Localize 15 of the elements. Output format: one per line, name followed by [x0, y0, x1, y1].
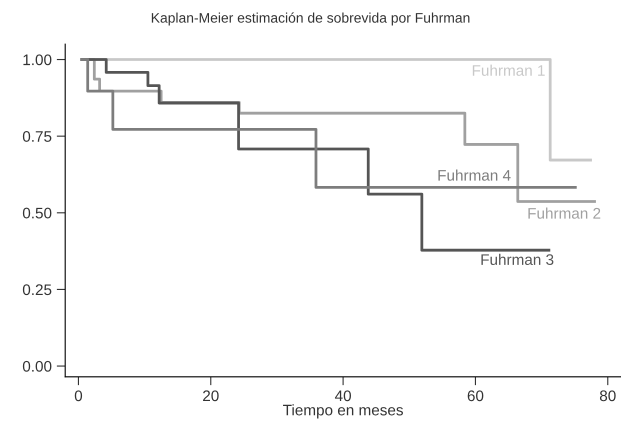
x-axis-title: Tiempo en meses: [283, 404, 403, 418]
x-tick-label: 20: [203, 390, 219, 402]
y-tick-label: 0.75: [22, 131, 52, 142]
x-tick-label: 60: [468, 390, 484, 402]
y-tick-label: 1.00: [23, 54, 52, 66]
x-tick-label: 0: [74, 390, 82, 402]
series-label: Fuhrman 4: [438, 170, 511, 181]
y-tick-label: 0.50: [22, 208, 52, 218]
x-tick-label: 80: [600, 390, 616, 402]
x-tick-label: 40: [334, 390, 351, 402]
series-label: Fuhrman 2: [528, 208, 600, 219]
series-label: Fuhrman 3: [481, 254, 554, 266]
y-tick-label: 0.25: [22, 284, 52, 296]
chart-title: Kaplan-Meier estimación de sobrevida por Fuhrman: [152, 12, 470, 26]
y-tick-label: 0.00: [22, 360, 52, 372]
